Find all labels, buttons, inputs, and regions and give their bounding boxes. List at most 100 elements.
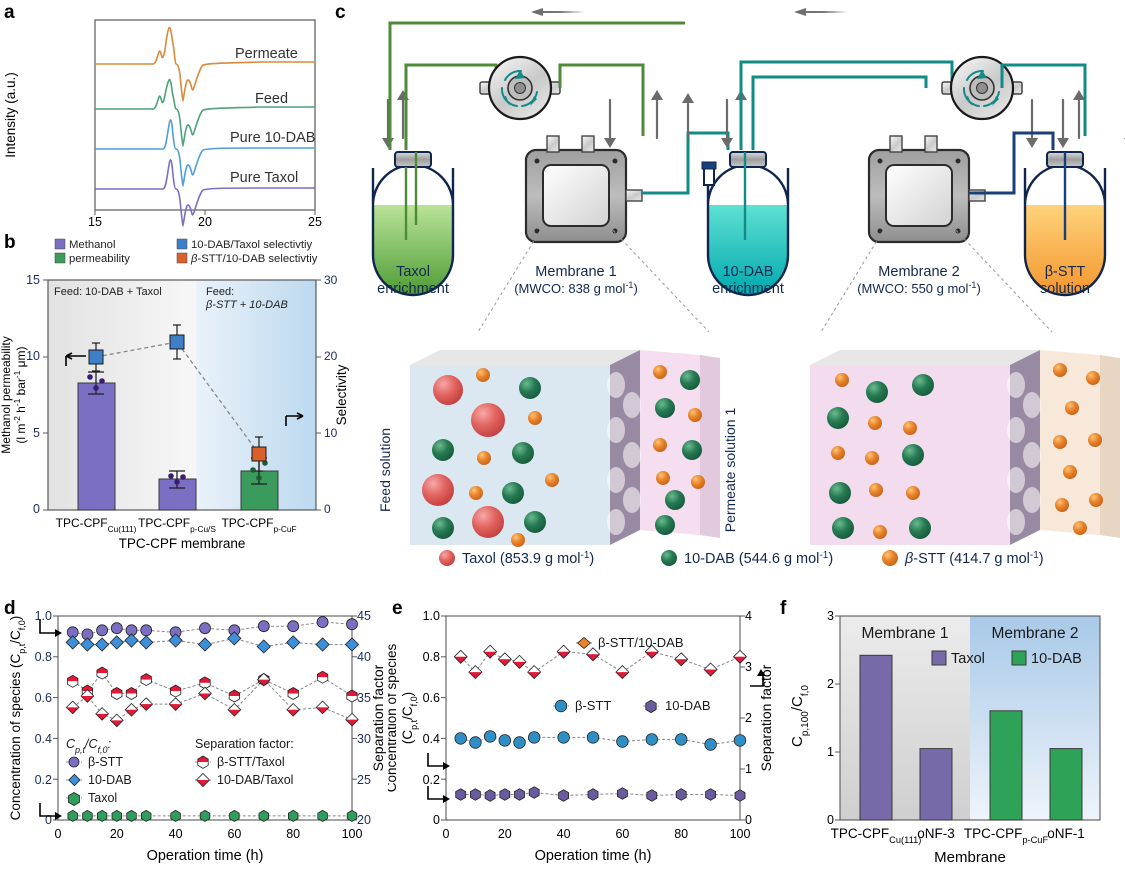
svg-text:Feed solution: Feed solution (377, 428, 393, 512)
svg-text:Cp,t/Cf,0:: Cp,t/Cf,0: (66, 737, 111, 755)
svg-text:0.4: 0.4 (423, 732, 440, 746)
svg-text:10-DAB: 10-DAB (723, 264, 774, 280)
svg-text:1: 1 (827, 745, 834, 759)
svg-text:β-STT/Taxol: β-STT/Taxol (217, 755, 285, 769)
svg-text:5: 5 (33, 426, 40, 440)
svg-text:0: 0 (45, 813, 52, 827)
svg-text:1: 1 (745, 762, 752, 776)
svg-text:Operation time (h): Operation time (h) (535, 848, 652, 864)
svg-text:20: 20 (110, 827, 124, 841)
svg-text:Taxol: Taxol (396, 264, 430, 280)
svg-text:80: 80 (674, 827, 688, 841)
svg-text:TPC-CPFp-CuF: TPC-CPFp-CuF (221, 516, 296, 534)
svg-text:0.8: 0.8 (35, 650, 52, 664)
svg-text:Taxol (853.9 g mol-1): Taxol (853.9 g mol-1) (462, 550, 594, 568)
svg-text:0.4: 0.4 (35, 732, 52, 746)
svg-text:Operation time (h): Operation time (h) (147, 848, 264, 864)
svg-text:25: 25 (357, 773, 371, 787)
svg-text:100: 100 (342, 827, 363, 841)
svg-text:(MWCO: 838 g mol-1): (MWCO: 838 g mol-1) (514, 280, 638, 296)
svg-text:15: 15 (26, 273, 40, 287)
svg-text:enrichment: enrichment (712, 281, 784, 297)
svg-text:Membrane: Membrane (934, 849, 1006, 866)
svg-text:30: 30 (357, 732, 371, 746)
svg-text:60: 60 (227, 827, 241, 841)
svg-text:35: 35 (357, 691, 371, 705)
svg-text:Feed: 10-DAB + Taxol: Feed: 10-DAB + Taxol (54, 286, 162, 298)
svg-text:Concentration of species: Concentration of species (388, 643, 399, 792)
svg-text:β-STT/10-DAB: β-STT/10-DAB (598, 635, 684, 650)
svg-text:Separation factor: Separation factor (758, 664, 774, 771)
svg-text:Separation factor:: Separation factor: (195, 737, 294, 751)
svg-text:oNF-3: oNF-3 (917, 826, 955, 841)
svg-text:TPC-CPF membrane: TPC-CPF membrane (119, 536, 246, 551)
svg-text:(Cp,t/Cf,0): (Cp,t/Cf,0) (400, 692, 419, 744)
svg-text:25: 25 (308, 215, 322, 229)
svg-text:45: 45 (357, 609, 371, 623)
svg-text:TPC-CPFp-CuF: TPC-CPFp-CuF (964, 826, 1049, 845)
svg-text:0: 0 (33, 502, 40, 516)
svg-text:10-DAB/Taxol: 10-DAB/Taxol (217, 773, 293, 787)
svg-text:TPC-CPFp-Cu/S: TPC-CPFp-Cu/S (138, 516, 216, 534)
svg-text:1.0: 1.0 (35, 609, 52, 623)
svg-text:Separation factor: Separation factor (370, 664, 386, 771)
svg-text:2: 2 (827, 677, 834, 691)
svg-text:4: 4 (745, 609, 752, 623)
svg-text:Membrane 1: Membrane 1 (535, 264, 616, 280)
svg-text:80: 80 (286, 827, 300, 841)
svg-text:0.2: 0.2 (35, 773, 52, 787)
svg-text:1.0: 1.0 (423, 609, 440, 623)
svg-text:Cp,100/Cf,0: Cp,100/Cf,0 (789, 685, 811, 747)
svg-text:0.8: 0.8 (423, 650, 440, 664)
svg-text:β-STT (414.7 g mol-1): β-STT (414.7 g mol-1) (904, 550, 1044, 568)
svg-text:40: 40 (357, 650, 371, 664)
svg-text:10-DAB: 10-DAB (665, 698, 711, 713)
svg-text:β-STT: β-STT (88, 755, 123, 769)
svg-text:15: 15 (88, 215, 102, 229)
svg-text:Taxol: Taxol (88, 791, 117, 805)
svg-text:10-DAB: 10-DAB (88, 773, 132, 787)
svg-text:0.6: 0.6 (423, 691, 440, 705)
svg-text:40: 40 (557, 827, 571, 841)
svg-text:0.6: 0.6 (35, 691, 52, 705)
svg-text:20: 20 (198, 215, 212, 229)
svg-text:(l m-2 h-1 bar-1 μm): (l m-2 h-1 bar-1 μm) (12, 346, 28, 443)
svg-text:Intensity (a.u.): Intensity (a.u.) (3, 72, 18, 158)
svg-text:Membrane 1: Membrane 1 (861, 625, 948, 642)
svg-text:Methanol permeability: Methanol permeability (0, 336, 13, 453)
svg-text:20: 20 (357, 813, 371, 827)
svg-text:Concentration of species (Cp,t: Concentration of species (Cp,t/Cf,0) (8, 616, 27, 821)
svg-text:0.2: 0.2 (423, 773, 440, 787)
svg-text:100: 100 (730, 827, 751, 841)
svg-text:3: 3 (827, 609, 834, 623)
svg-text:Pure Taxol: Pure Taxol (230, 170, 298, 186)
svg-text:Membrane 2: Membrane 2 (991, 625, 1078, 642)
svg-text:0: 0 (55, 827, 62, 841)
svg-text:Membrane 2: Membrane 2 (878, 264, 959, 280)
svg-text:β-STT/10-DAB selectivtiy: β-STT/10-DAB selectivtiy (190, 253, 318, 265)
svg-text:permeability: permeability (69, 253, 130, 265)
svg-text:10: 10 (26, 349, 40, 363)
svg-text:Permeate: Permeate (235, 46, 298, 62)
svg-text:enrichment: enrichment (377, 281, 449, 297)
svg-text:Permeate solution 1: Permeate solution 1 (722, 408, 738, 533)
svg-text:0: 0 (745, 813, 752, 827)
svg-text:Feed:: Feed: (206, 286, 234, 298)
svg-text:(MWCO: 550 g mol-1): (MWCO: 550 g mol-1) (857, 280, 981, 296)
svg-text:TPC-CPFCu(111): TPC-CPFCu(111) (56, 516, 137, 534)
svg-text:10-DAB/Taxol selectivtiy: 10-DAB/Taxol selectivtiy (191, 239, 313, 251)
svg-text:oNF-1: oNF-1 (1047, 826, 1085, 841)
svg-text:10-DAB: 10-DAB (1031, 651, 1082, 667)
svg-text:TPC-CPFCu(111): TPC-CPFCu(111) (831, 826, 922, 845)
svg-text:β-STT + 10-DAB: β-STT + 10-DAB (205, 299, 288, 311)
svg-text:0: 0 (433, 813, 440, 827)
svg-text:Taxol: Taxol (951, 651, 985, 667)
svg-text:β-STT: β-STT (575, 698, 611, 713)
svg-text:10-DAB (544.6 g mol-1): 10-DAB (544.6 g mol-1) (684, 550, 833, 568)
svg-text:Methanol: Methanol (69, 239, 115, 251)
svg-text:0: 0 (443, 827, 450, 841)
svg-text:solution: solution (1040, 281, 1090, 297)
svg-text:3: 3 (745, 660, 752, 674)
svg-text:2: 2 (745, 711, 752, 725)
svg-text:60: 60 (615, 827, 629, 841)
